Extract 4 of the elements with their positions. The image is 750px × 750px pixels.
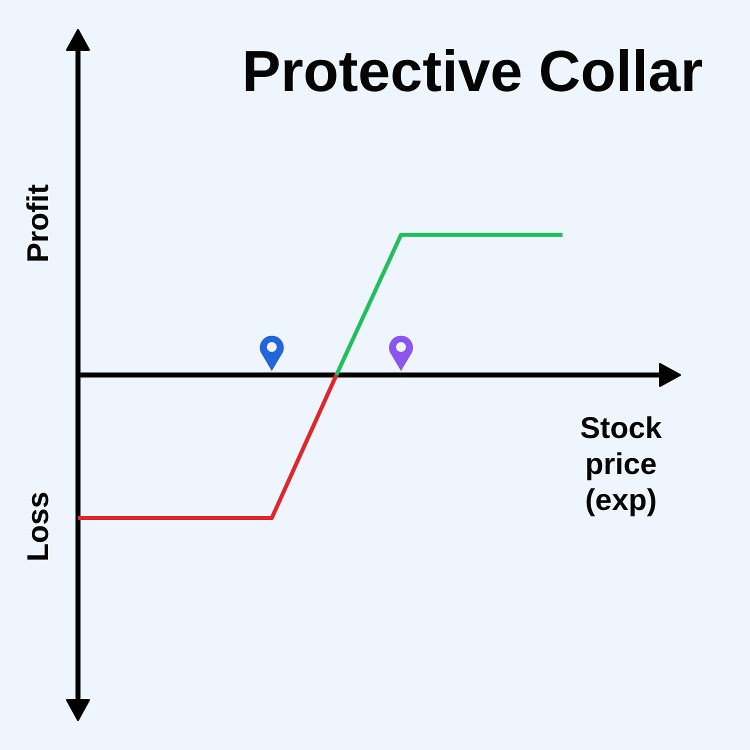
text: Loss [22, 492, 55, 562]
chart-title: Protective Collar [242, 39, 703, 104]
text: Profit [22, 184, 55, 263]
x-axis-title: Stock price (exp) [580, 412, 662, 517]
